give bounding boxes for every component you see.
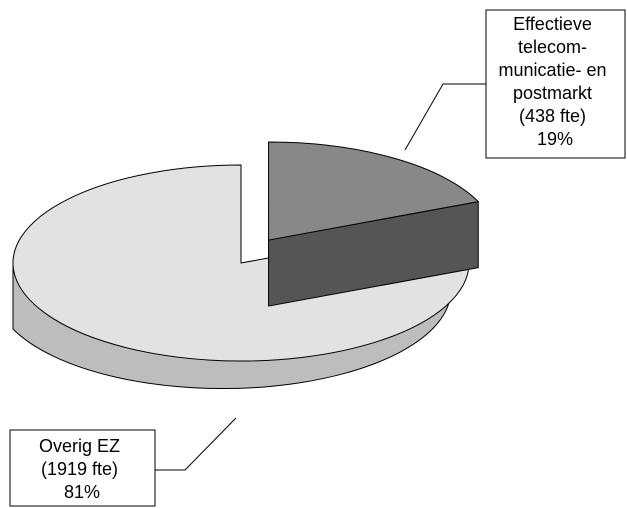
leader-line-telecom bbox=[404, 83, 486, 151]
label-line: telecom- bbox=[518, 37, 587, 57]
slice-label-overig: Overig EZ (1919 fte) 81% bbox=[9, 417, 237, 507]
label-text-telecom: Effectieve telecom- municatie- en postma… bbox=[498, 14, 611, 149]
label-line: (1919 fte) bbox=[41, 459, 118, 479]
label-line: municatie- en bbox=[498, 60, 606, 80]
label-line: postmarkt bbox=[513, 83, 592, 103]
label-line: 19% bbox=[537, 129, 573, 149]
label-line: (438 fte) bbox=[519, 106, 586, 126]
label-line: Effectieve bbox=[513, 14, 592, 34]
slice-top-telecom bbox=[268, 141, 479, 241]
pie-layer bbox=[12, 141, 479, 390]
label-text-overig: Overig EZ (1919 fte) 81% bbox=[39, 436, 125, 502]
label-box-overig bbox=[9, 429, 156, 507]
slice-label-telecom: Effectieve telecom- municatie- en postma… bbox=[404, 9, 626, 159]
label-line: 81% bbox=[64, 482, 100, 502]
label-line: Overig EZ bbox=[39, 436, 120, 456]
leader-line-overig bbox=[155, 417, 237, 471]
slice-top-overig bbox=[12, 164, 470, 362]
